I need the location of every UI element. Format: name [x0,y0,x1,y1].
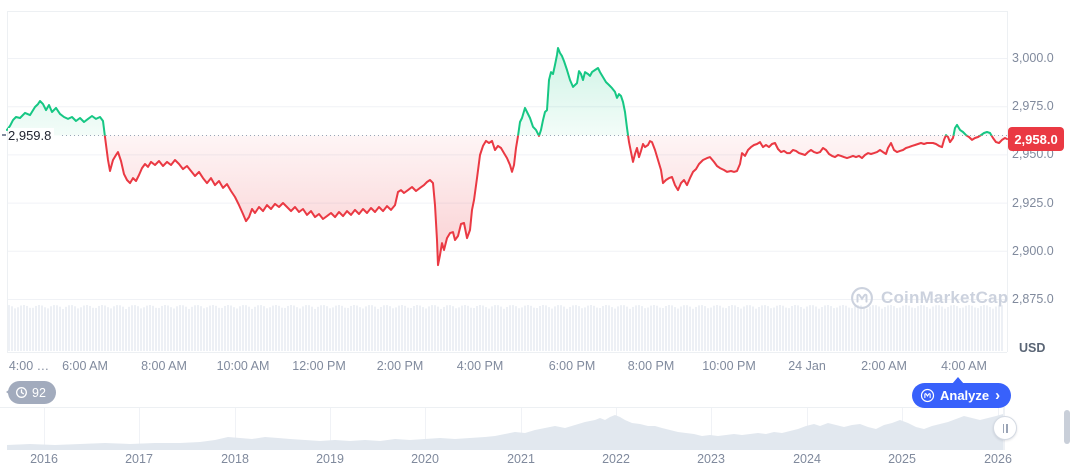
last-price-badge: 2,958.0 [1008,127,1064,151]
open-price-tick [2,134,6,136]
time-axis-label: 24 Jan [788,359,826,373]
year-label[interactable]: 2023 [697,452,725,466]
year-label[interactable]: 2026 [984,452,1012,466]
year-label[interactable]: 2019 [316,452,344,466]
year-label[interactable]: 2022 [602,452,630,466]
time-axis-label: 10:00 AM [216,359,270,373]
navigator-area[interactable] [7,414,1003,450]
drag-handle-icon [1006,423,1008,433]
time-axis-label: 4:00 PM [456,359,504,373]
year-label[interactable]: 2018 [221,452,249,466]
time-axis-label: 8:00 AM [141,359,187,373]
history-count: 92 [32,385,46,400]
price-axis-unit: USD [1019,341,1046,355]
year-label[interactable]: 2020 [411,452,439,466]
history-clock-icon [15,386,28,399]
price-axis-label: 2,875.0 [1012,292,1054,306]
price-axis-label: 3,000.0 [1012,51,1054,65]
time-axis: 4:00 … 6:00 AM 8:00 AM 10:00 AM 12:00 PM 2:00… [0,359,1072,375]
coinmarketcap-logo-icon [850,286,874,310]
time-axis-label: 6:00 PM [548,359,596,373]
price-axis-label: 2,900.0 [1012,243,1054,258]
price-area-fill [7,48,1007,266]
year-label[interactable]: 2016 [30,452,58,466]
navigator-handle[interactable] [993,416,1017,440]
coinmarketcap-logo-icon [920,388,935,403]
time-axis-label: 10:00 PM [702,359,756,373]
time-axis-label: 8:00 PM [627,359,675,373]
time-axis-label: 6:00 AM [62,359,108,373]
time-axis-label: 2:00 AM [861,359,907,373]
year-label[interactable]: 2024 [793,452,821,466]
time-axis-label: 4:00 … [8,359,50,373]
watermark-text: CoinMarketCap [881,288,1009,307]
year-label[interactable]: 2025 [888,452,916,466]
year-label[interactable]: 2021 [507,452,535,466]
price-axis-label: 2,925.0 [1012,195,1054,210]
coinmarketcap-watermark: CoinMarketCap [850,286,1008,310]
year-label[interactable]: 2017 [125,452,153,466]
price-axis-label: 2,975.0 [1012,99,1054,114]
analyze-label: Analyze [940,388,990,403]
chevron-right-icon: › [995,387,1001,404]
history-count-pill[interactable]: 92 [6,381,56,404]
navigator-year-axis: 2016 2017 2018 2019 2020 2021 2022 2023 2024 2025… [0,452,1072,468]
time-axis-label: 2:00 PM [376,359,424,373]
scrollbar-thumb[interactable] [1064,410,1070,444]
volume-bars [8,305,1003,351]
analyze-button[interactable]: Analyze › [912,377,1012,408]
time-axis-label: 4:00 AM [941,359,987,373]
open-price-label: 2,959.8 [8,128,55,143]
price-line [6,47,1008,267]
time-axis-label: 12:00 PM [292,359,346,373]
drag-handle-icon [1002,423,1004,433]
